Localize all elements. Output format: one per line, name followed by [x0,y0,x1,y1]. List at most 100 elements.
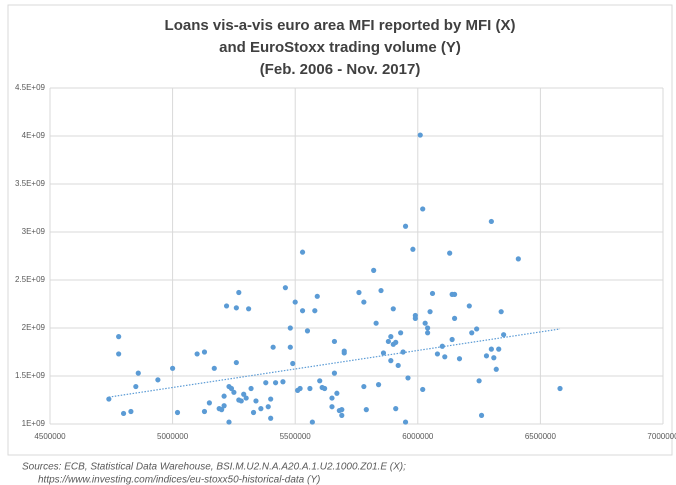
scatter-point [304,328,311,334]
scatter-point [371,267,377,273]
scatter-point [241,391,247,397]
scatter-point [498,309,504,315]
scatter-point [248,385,254,392]
scatter-point [339,407,345,413]
scatter-point [434,351,441,357]
scatter-point [287,325,293,331]
scatter-point [488,218,494,225]
scatter-point [309,419,315,425]
scatter-point [238,398,244,404]
y-tick-label: 2.5E+09 [15,275,46,284]
scatter-point [361,383,367,390]
y-tick-label: 2E+09 [22,323,46,332]
chart-border [7,4,673,456]
scatter-point [282,285,288,291]
scatter-point [120,410,127,417]
scatter-point [380,350,387,356]
scatter-point [420,206,426,212]
scatter-point [425,325,431,331]
scatter-point [476,378,482,384]
scatter-point [236,289,242,296]
chart-title: and EuroStoxx trading volume (Y) [219,39,461,56]
scatter-point [422,320,428,326]
scatter-point [170,365,176,371]
scatter-point [447,250,453,256]
y-tick-label: 4.5E+09 [15,83,46,92]
scatter-point [221,393,227,399]
scatter-point [363,407,369,413]
scatter-point [334,390,340,396]
scatter-point [412,315,418,321]
scatter-point [483,353,490,359]
scatter-point [329,395,335,401]
scatter-point [233,305,239,311]
scatter-point [493,366,499,372]
scatter-point [155,377,161,383]
scatter-point [442,354,448,360]
scatter-point [398,330,404,336]
scatter-point [265,404,271,410]
scatter-point [410,246,416,252]
scatter-point [231,389,237,395]
scatter-point [331,338,338,345]
scatter-point [429,290,436,297]
scatter-point [375,382,382,388]
scatter-point [451,315,458,321]
scatter-point [314,293,320,299]
scatter-point [557,385,563,392]
scatter-point [388,358,394,364]
scatter-point [116,334,122,340]
x-tick-label: 6000000 [402,432,434,441]
scatter-point [501,332,507,338]
scatter-point [456,356,463,362]
scatter-point [194,351,200,357]
scatter-point [388,334,394,340]
scatter-point [451,291,458,297]
scatter-point [425,330,431,336]
scatter-point [223,303,230,309]
source-note: https://www.investing.com/indices/eu-sto… [38,475,320,485]
scatter-point [427,309,433,315]
scatter-point [317,378,323,384]
source-note: Sources: ECB, Statistical Data Warehouse… [22,462,406,473]
scatter-point [390,306,396,312]
scatter-point [233,359,239,366]
scatter-point [402,419,409,425]
scatter-point [116,351,122,357]
scatter-point [226,419,232,425]
y-tick-label: 1.5E+09 [15,371,46,380]
scatter-point [299,249,306,255]
trendline [108,328,561,398]
scatter-point [106,396,112,402]
scatter-point [299,308,306,314]
scatter-point [128,408,134,415]
scatter-point [469,330,475,336]
scatter-point [292,299,298,305]
scatter-point [393,339,399,345]
scatter-point [307,385,313,392]
scatter-point [393,406,399,412]
y-tick-label: 3E+09 [22,227,46,236]
scatter-point [478,412,485,418]
scatter-point [373,320,379,326]
scatter-point [221,403,227,409]
scatter-point [474,326,480,332]
scatter-point [246,306,252,312]
scatter-point [287,344,293,350]
scatter-point [466,303,472,309]
x-tick-label: 5500000 [280,432,312,441]
x-tick-label: 5000000 [157,432,189,441]
scatter-point [280,379,286,385]
x-tick-label: 6500000 [525,432,557,441]
scatter-point [243,395,249,401]
scatter-point [331,370,338,376]
scatter-point [201,349,208,355]
scatter-point [417,132,423,138]
scatter-point [206,400,212,406]
scatter-point [420,386,426,393]
scatter-point [258,406,264,412]
scatter-point [488,346,494,352]
scatter-point [400,349,406,355]
scatter-point [361,299,367,305]
